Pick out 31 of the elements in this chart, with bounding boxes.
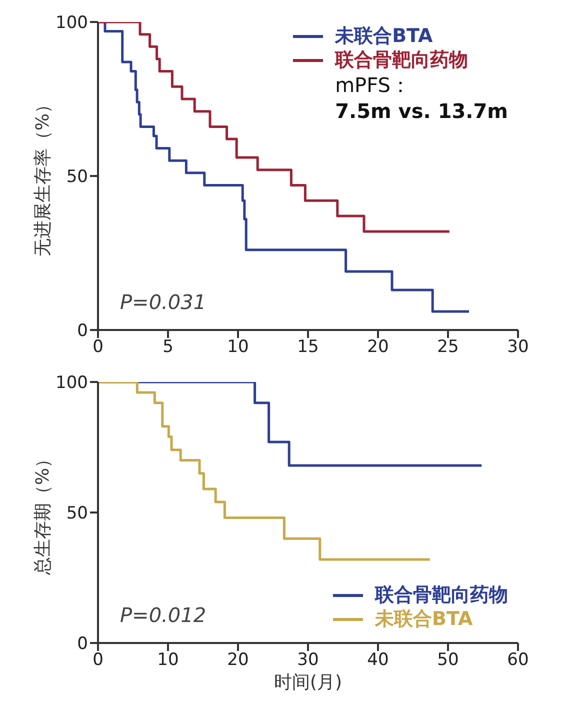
x-tick-label: 30 bbox=[297, 650, 319, 670]
y-tick-label: 0 bbox=[77, 321, 88, 342]
annotation: P=0.031 bbox=[120, 290, 206, 314]
x-axis-title: 时间(月) bbox=[274, 672, 342, 693]
annotation: P=0.012 bbox=[120, 603, 206, 627]
x-tick-label: 30 bbox=[507, 337, 529, 358]
y-tick-label: 50 bbox=[66, 167, 88, 188]
x-tick-label: 10 bbox=[157, 650, 179, 670]
x-tick-label: 0 bbox=[92, 337, 104, 358]
legend-label: 联合骨靶向药物 bbox=[375, 583, 508, 607]
y-tick-label: 100 bbox=[56, 13, 88, 34]
y-axis-title: 总生存期（%） bbox=[32, 450, 54, 576]
x-tick-label: 25 bbox=[437, 337, 459, 358]
legend-label: 未联合BTA bbox=[375, 607, 473, 631]
y-tick-label: 0 bbox=[77, 634, 88, 654]
x-tick-label: 15 bbox=[297, 337, 319, 358]
x-tick-label: 50 bbox=[437, 650, 459, 670]
annotation: 7.5m vs. 13.7m bbox=[335, 99, 508, 123]
x-tick-label: 60 bbox=[507, 650, 529, 670]
x-tick-label: 20 bbox=[227, 650, 249, 670]
y-axis-title: 无进展生存率（%） bbox=[32, 95, 54, 257]
legend-label: 联合骨靶向药物 bbox=[335, 48, 468, 72]
legend-label: 未联合BTA bbox=[335, 24, 433, 48]
x-tick-label: 10 bbox=[227, 337, 249, 358]
y-tick-label: 100 bbox=[56, 373, 88, 394]
x-tick-label: 20 bbox=[367, 337, 389, 358]
y-tick-label: 50 bbox=[66, 504, 88, 524]
annotation: mPFS： bbox=[335, 72, 412, 99]
x-tick-label: 40 bbox=[367, 650, 389, 670]
x-tick-label: 5 bbox=[162, 337, 174, 358]
x-tick-label: 0 bbox=[92, 650, 104, 670]
